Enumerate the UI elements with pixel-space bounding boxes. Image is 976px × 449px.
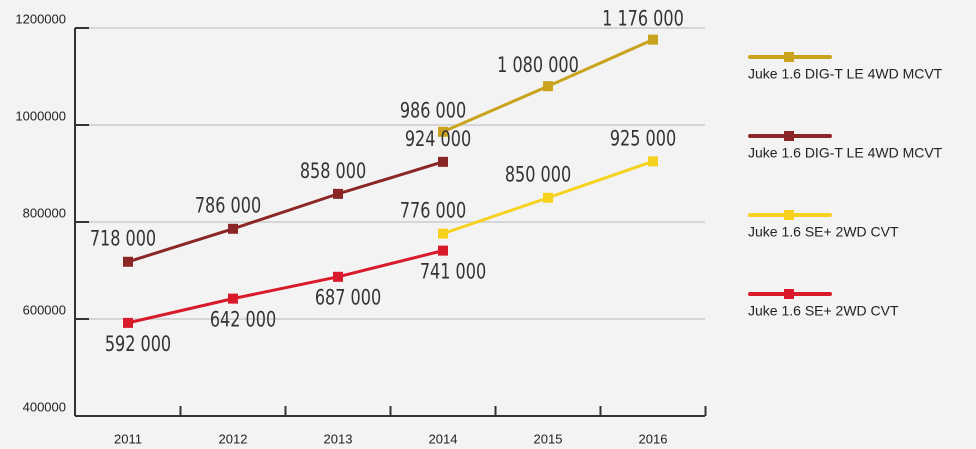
legend-marker [784, 52, 794, 62]
marker [438, 156, 448, 167]
value-label: 741 000 [420, 259, 486, 284]
legend-label: Juke 1.6 SE+ 2WD CVT [748, 224, 899, 240]
y-tick-label: 1200000 [15, 11, 66, 26]
y-tick-label: 600000 [23, 302, 66, 317]
marker [123, 317, 133, 328]
marker [333, 188, 343, 199]
x-tick-label: 2013 [324, 431, 353, 446]
value-label: 1 176 000 [602, 6, 684, 31]
value-label: 986 000 [400, 98, 466, 123]
y-tick-label: 400000 [23, 399, 66, 414]
x-tick-label: 2015 [534, 431, 563, 446]
y-tick-label: 800000 [23, 205, 66, 220]
value-label: 850 000 [505, 162, 571, 187]
legend-label: Juke 1.6 DIG-T LE 4WD MCVT [748, 145, 943, 161]
series-line [127, 249, 444, 325]
value-label: 924 000 [405, 126, 471, 151]
legend-marker [784, 131, 794, 141]
value-label: 776 000 [400, 198, 466, 223]
x-tick-label: 2014 [429, 431, 458, 446]
x-tick-label: 2011 [114, 431, 142, 446]
value-label: 1 080 000 [497, 53, 579, 78]
value-label: 718 000 [90, 226, 156, 251]
value-label: 786 000 [195, 193, 261, 218]
x-tick-label: 2012 [219, 431, 248, 446]
marker [438, 228, 448, 239]
y-tick-label: 1000000 [15, 108, 66, 123]
marker [228, 293, 238, 304]
value-label: 858 000 [300, 158, 366, 183]
marker [123, 256, 133, 267]
marker [648, 34, 658, 45]
marker [438, 245, 448, 256]
legend-marker [784, 289, 794, 299]
legend-label: Juke 1.6 SE+ 2WD CVT [748, 303, 899, 319]
value-label: 925 000 [610, 126, 676, 151]
marker [648, 156, 658, 167]
value-label: 592 000 [105, 331, 171, 356]
legend-marker [784, 210, 794, 220]
marker [543, 192, 553, 203]
series-line [127, 160, 444, 264]
marker [228, 223, 238, 234]
legend-label: Juke 1.6 DIG-T LE 4WD MCVT [748, 66, 943, 82]
x-tick-label: 2016 [639, 431, 668, 446]
value-label: 642 000 [210, 307, 276, 332]
marker [333, 271, 343, 282]
value-label: 687 000 [315, 285, 381, 310]
marker [438, 126, 448, 137]
marker [543, 81, 553, 92]
